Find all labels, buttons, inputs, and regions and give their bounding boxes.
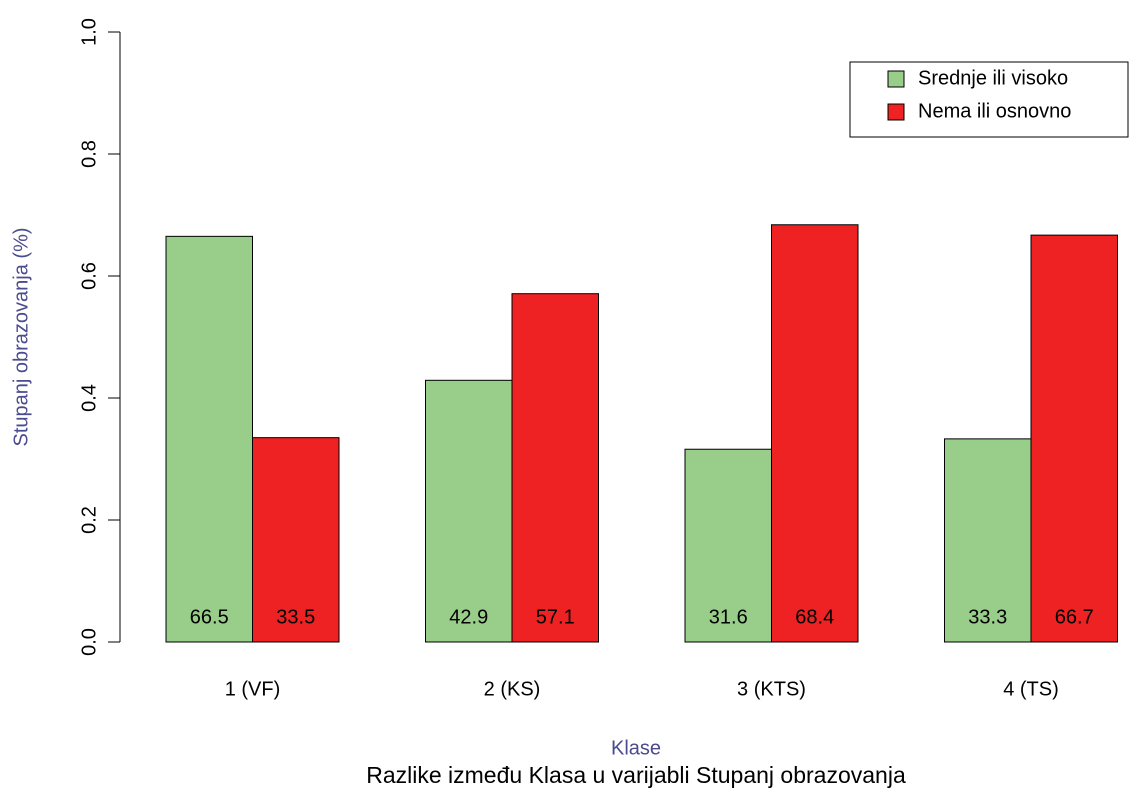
value-label: 31.6 xyxy=(709,606,748,628)
x-tick-label: 2 (KS) xyxy=(484,678,541,700)
y-tick-label: 0.2 xyxy=(78,506,100,534)
y-axis-label: Stupanj obrazovanja (%) xyxy=(10,227,32,446)
bar xyxy=(771,224,859,643)
value-label: 33.3 xyxy=(968,606,1007,628)
value-label: 68.4 xyxy=(795,606,834,628)
legend-label: Nema ili osnovno xyxy=(918,100,1071,122)
x-tick-label: 3 (KTS) xyxy=(737,678,806,700)
x-axis-label: Klase xyxy=(611,737,661,759)
bar xyxy=(165,235,253,643)
chart-title: Razlike između Klasa u varijabli Stupanj… xyxy=(366,762,906,788)
value-label: 42.9 xyxy=(449,606,488,628)
y-tick-label: 1.0 xyxy=(78,18,100,46)
bar xyxy=(425,379,513,643)
legend-swatch xyxy=(887,70,905,88)
x-tick-label: 4 (TS) xyxy=(1003,678,1059,700)
bar xyxy=(252,437,340,643)
value-label: 66.5 xyxy=(190,606,229,628)
x-tick-label: 1 (VF) xyxy=(225,678,281,700)
value-label: 33.5 xyxy=(276,606,315,628)
bar xyxy=(511,293,599,643)
bar xyxy=(1030,234,1118,643)
legend-label: Srednje ili visoko xyxy=(918,67,1068,89)
bar xyxy=(684,448,772,643)
value-label: 66.7 xyxy=(1055,606,1094,628)
legend-swatch xyxy=(887,103,905,121)
y-tick-label: 0.8 xyxy=(78,140,100,168)
y-tick-label: 0.0 xyxy=(78,628,100,656)
y-tick-label: 0.4 xyxy=(78,384,100,412)
value-label: 57.1 xyxy=(536,606,575,628)
y-tick-label: 0.6 xyxy=(78,262,100,290)
bar xyxy=(944,438,1032,643)
